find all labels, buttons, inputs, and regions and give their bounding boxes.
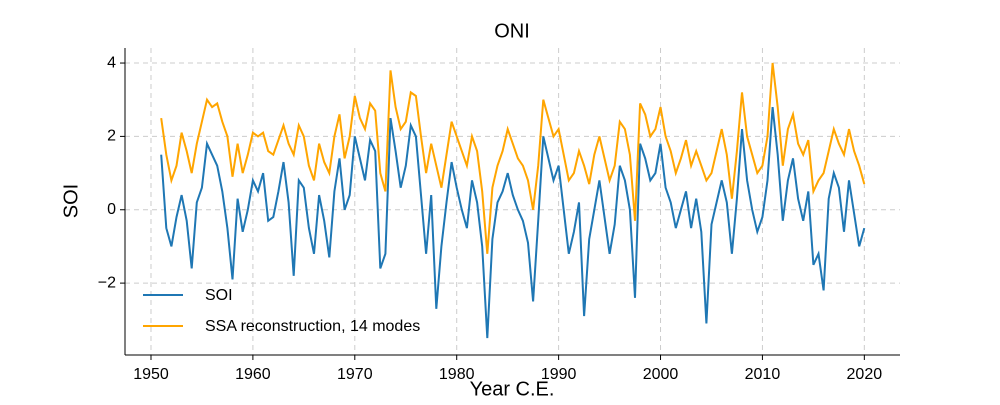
y-tick-label: 0: [107, 201, 116, 218]
x-tick-label: 2020: [847, 366, 883, 383]
x-tick-label: 2010: [745, 366, 781, 383]
x-tick-label: 1980: [439, 366, 475, 383]
series-line: [160, 106, 866, 339]
x-tick-label: 1990: [541, 366, 577, 383]
x-axis-label: Year C.E.: [470, 378, 555, 400]
x-tick-label: 1950: [133, 366, 169, 383]
x-tick-label: 1960: [235, 366, 271, 383]
chart-title: ONI: [494, 20, 530, 42]
y-axis-label: SOI: [60, 184, 82, 218]
x-tick-label: 2000: [643, 366, 679, 383]
x-tick-label: 1970: [337, 366, 373, 383]
legend-label: SOI: [205, 287, 233, 304]
series-line: [160, 62, 866, 254]
y-tick-label: −2: [98, 274, 116, 291]
legend-label: SSA reconstruction, 14 modes: [205, 318, 420, 335]
y-tick-label: 4: [107, 54, 116, 71]
y-tick-label: 2: [107, 128, 116, 145]
